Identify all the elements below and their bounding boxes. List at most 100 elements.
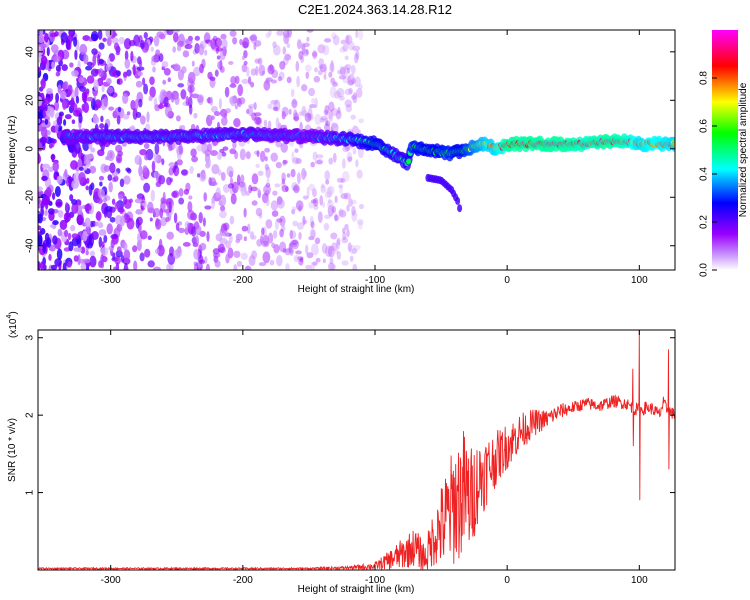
spectrogram-blob [136,216,143,226]
spectrogram-blob [158,238,163,251]
spectrogram-blob [341,236,349,244]
spectrogram-blob [117,106,122,113]
colorbar-tick-label: 0.8 [699,71,710,85]
spectrogram-blob [313,75,321,83]
spectrogram-blob [97,30,103,40]
spectrogram-blob [123,38,132,50]
spectrogram-blob [71,119,76,124]
spectrogram-blob [227,183,235,189]
spectrogram-blob [348,87,353,95]
spectrogram-blob [115,250,123,258]
spectrogram-blob [193,248,200,260]
spectrogram-blob [309,228,317,239]
spectrogram-blob [215,233,223,242]
x-tick-label: 0 [504,575,510,586]
spectrogram-blob [331,242,338,251]
spectrogram-blob [228,60,234,66]
spectrogram-blob [347,156,353,162]
spectrogram-blob [312,50,318,60]
spectrogram-blob [350,199,357,205]
spectrogram-blob [113,266,118,270]
spectrogram-blob [209,76,216,82]
spectrogram-blob [175,115,181,122]
spectrogram-blob [291,206,297,212]
spectrogram-blob [124,50,129,61]
spectrogram-blob [257,170,264,176]
spectrogram-blob [342,43,349,52]
spectrogram-blob [214,69,219,77]
spectrogram-blob [342,158,346,169]
spectrogram-blob [290,239,299,246]
spectrogram-blob [406,158,412,165]
spectrogram-blob [183,188,190,195]
spectrogram-blob [48,143,53,149]
colorbar-tick-label: 0.2 [699,215,710,229]
spectrogram-blob [330,79,337,86]
spectrogram-blob [308,183,315,191]
spectrogram-blob [239,148,246,161]
spectrogram-blob [281,106,289,117]
spectrogram-blob [329,62,335,74]
spectrogram-blob [279,215,286,227]
spectrogram-blob [310,97,316,104]
spectrogram-blob [228,96,236,105]
spectrogram-blob [211,163,220,175]
spectrogram-x-label: Height of straight line (km) [298,284,415,295]
spectrogram-blob [97,220,103,227]
spectrogram-blob [324,191,333,199]
spectrogram-blob [41,175,48,181]
spectrogram-blob [132,245,138,253]
spectrogram-blob [263,119,268,127]
spectrogram-blob [306,36,310,42]
spectrogram-blob [328,157,334,165]
y-tick-label: -40 [25,238,36,253]
spectrogram-blob [166,231,174,240]
spectrogram-blob [272,229,278,239]
spectrogram-blob [233,264,238,270]
spectrogram-blob [457,204,463,213]
spectrogram-blob [162,191,166,204]
snr-y-label: SNR (10 * v/v) [7,418,18,482]
spectrogram-blob [191,155,199,163]
spectrogram-blob [282,248,287,253]
spectrogram-blob [309,215,314,228]
spectrogram-blob [317,211,323,223]
spectrogram-blob [52,235,58,245]
spectrogram-blob [356,169,363,179]
spectrogram-blob [302,48,309,57]
spectrogram-blob [46,237,52,248]
spectrogram-blob [285,263,290,270]
spectrogram-blob [293,255,300,263]
spectrogram-blob [338,208,344,217]
spectrogram-blob [78,172,86,183]
spectrogram-blob [157,244,165,257]
spectrogram-blob [135,111,142,118]
x-tick-label: 100 [631,575,648,586]
spectrogram-blob [58,111,65,117]
spectrogram-blob [300,55,305,64]
spectrogram-blob [328,71,333,78]
spectrogram-blob [243,60,248,66]
spectrogram-blob [146,111,150,123]
spectrogram-blob [222,146,229,151]
spectrogram-blob [88,233,92,246]
y-tick-label: 40 [25,46,36,58]
spectrogram-blob [96,197,103,204]
spectrogram-blob [99,181,103,187]
spectrogram-blob [256,150,260,158]
spectrogram-blob [323,109,329,116]
spectrogram-blob [148,95,153,102]
spectrogram-blob [122,93,129,104]
spectrogram-blob [248,105,253,117]
spectrogram-blob [282,159,288,165]
colorbar: 0.0 0.2 0.4 0.6 0.8 Normalized spectral ampl… [699,30,749,277]
spectrogram-blob [44,97,51,105]
spectrogram-blob [317,44,326,54]
spectrogram-blob [83,53,89,65]
spectrogram-blob [334,195,338,204]
spectrogram-blob [277,76,282,82]
spectrogram-blob [50,44,59,53]
spectrogram-blob [273,244,280,254]
spectrogram-blob [455,196,461,205]
